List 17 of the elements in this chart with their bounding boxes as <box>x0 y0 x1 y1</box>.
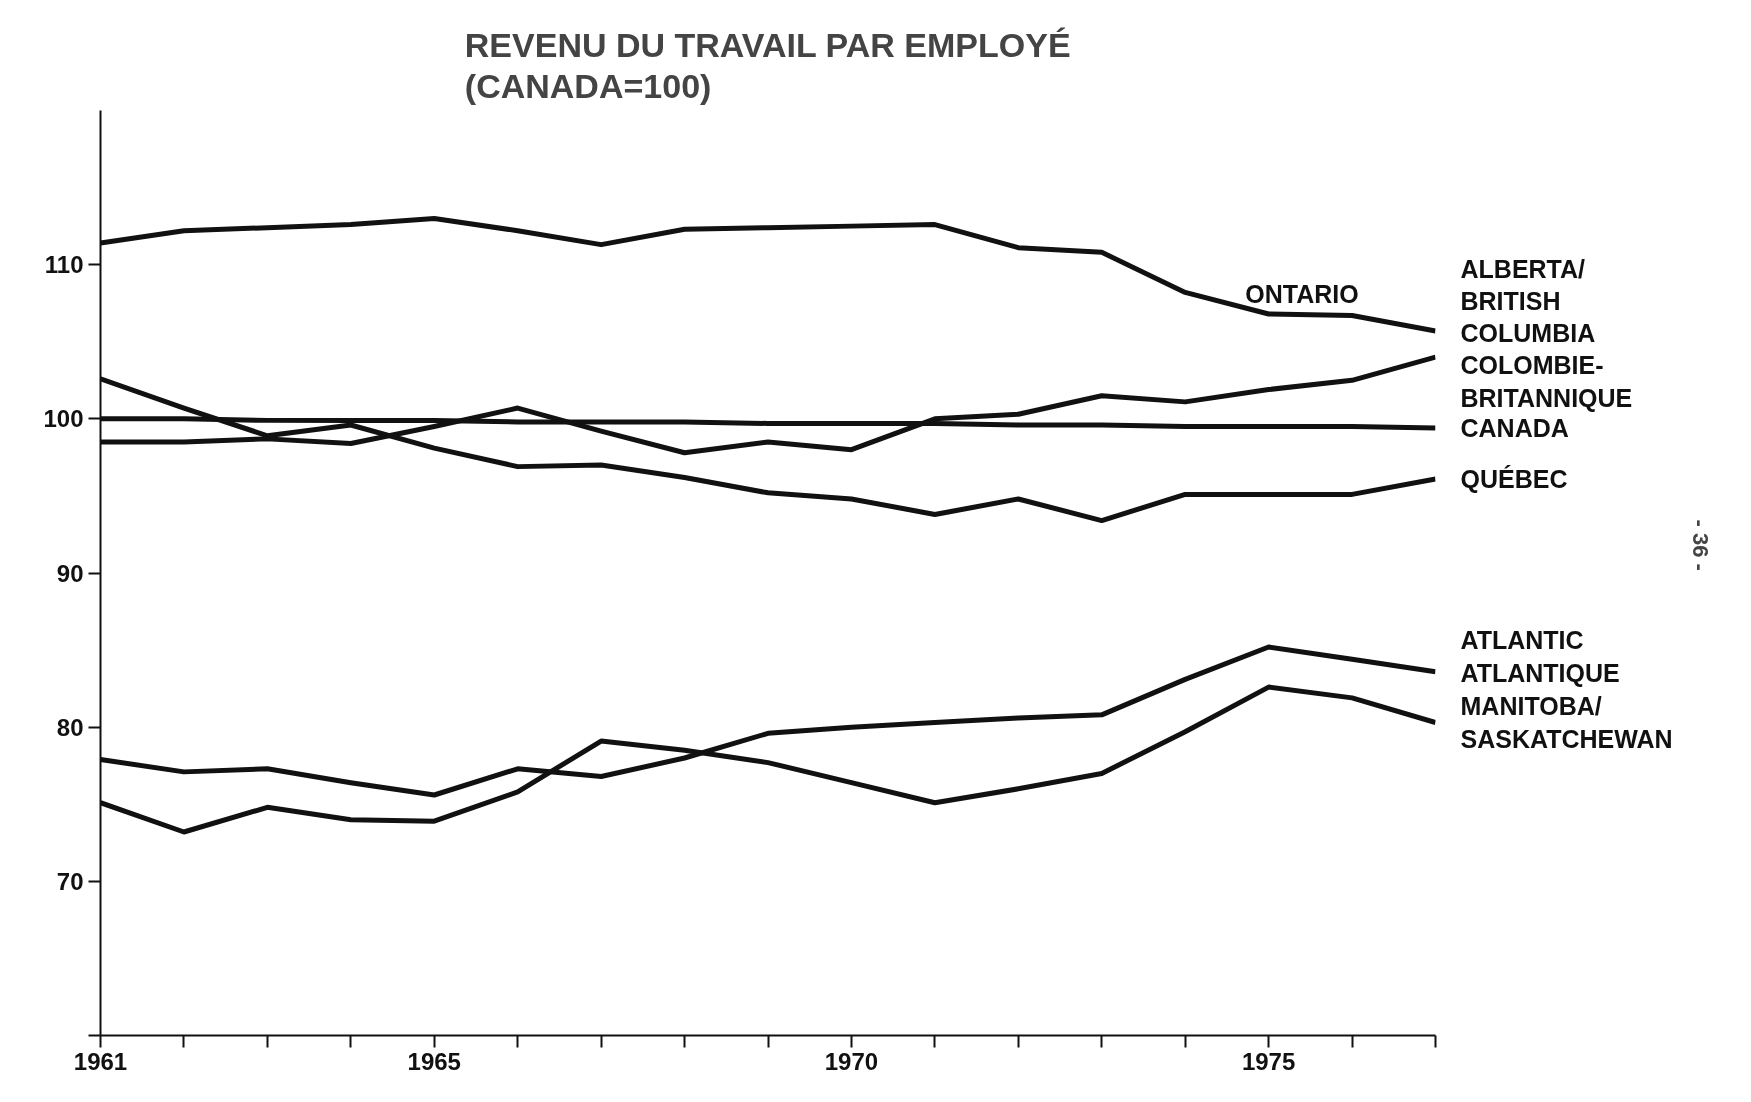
series-label: ATLANTIC ATLANTIQUE <box>1460 626 1620 687</box>
series-label: QUÉBEC <box>1460 464 1568 493</box>
x-tick-label: 1975 <box>1241 1047 1296 1075</box>
text: - 36 - <box>1688 519 1713 571</box>
chart-title: REVENU DU TRAVAIL PAR EMPLOYÉ (CANADA=100) <box>464 25 1071 106</box>
x-tick-label: 1961 <box>73 1047 128 1075</box>
series-label: CANADA <box>1460 414 1569 443</box>
y-tick-label: 80 <box>56 713 84 741</box>
x-tick-label: 1970 <box>824 1047 879 1075</box>
series-label: ONTARIO <box>1245 279 1359 308</box>
y-tick-label: 100 <box>43 405 84 433</box>
y-tick-label: 70 <box>56 867 84 895</box>
series-label: ALBERTA/ BRITISH COLUMBIA COLOMBIE- BRITANNIQUE <box>1460 254 1633 412</box>
series-label: MANITOBA/ SASKATCHEWAN <box>1460 692 1673 753</box>
y-tick-label: 110 <box>44 251 84 279</box>
y-tick-label: 90 <box>56 559 84 587</box>
x-tick-label: 1965 <box>407 1047 461 1075</box>
